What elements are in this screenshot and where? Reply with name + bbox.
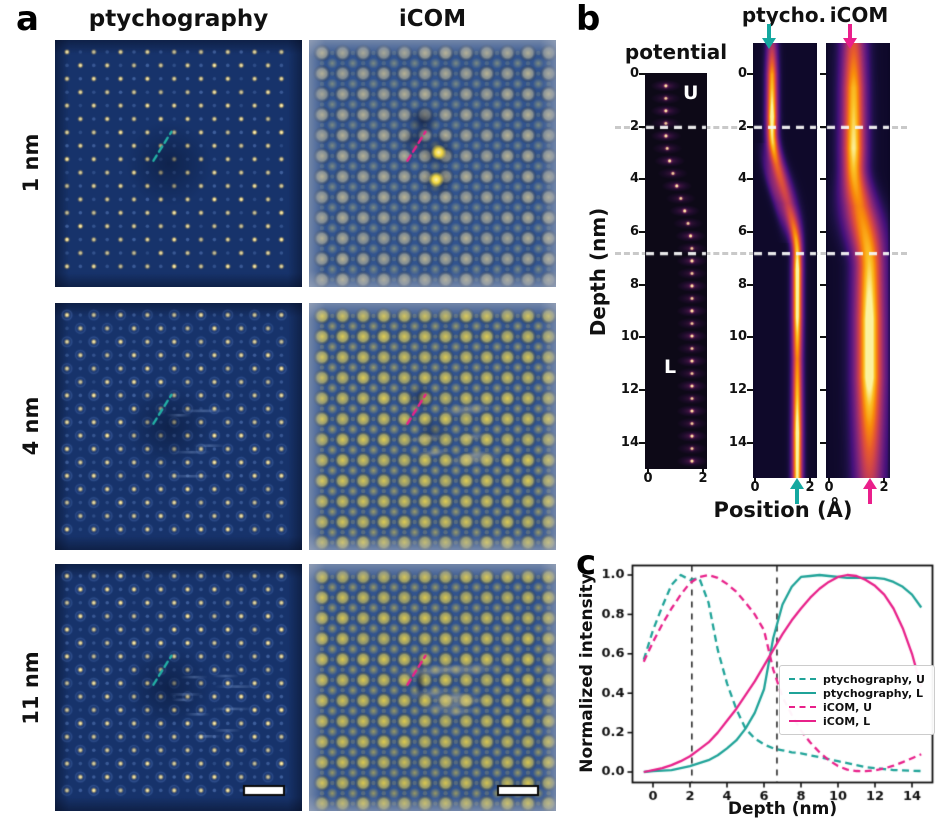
depth-tick-mark [820, 388, 826, 391]
column-header-icom: iCOM [398, 6, 467, 32]
depth-tick-mark [820, 73, 826, 75]
position-tick-mark [809, 478, 811, 483]
depth-tick-mark [747, 283, 753, 286]
row-label-1nm: 1 nm [19, 133, 43, 193]
icom-top-arrow-icon [842, 24, 857, 50]
depth-tick-label: 0 [737, 66, 747, 81]
depth-tick-mark [639, 388, 645, 391]
ptycho-1nm-image [55, 40, 302, 287]
depth-tick-mark [747, 336, 753, 339]
legend-line-sample [789, 720, 816, 722]
ptycho-bottom-arrow-icon [790, 478, 805, 504]
intensity-chart: Normalized intensity Depth (nm) ptychogr… [575, 545, 938, 829]
column-header-ptychography: ptychography [88, 6, 269, 32]
potential-depth-map [645, 73, 707, 469]
position-tick-label: 0 [750, 480, 760, 495]
depth-tick-label: 12 [620, 381, 639, 397]
row-label-4nm: 4 nm [19, 396, 43, 456]
legend-label: iCOM, U [823, 700, 873, 714]
depth-tick-mark [639, 178, 645, 181]
legend-line-sample [789, 706, 816, 708]
depth-tick-mark [639, 336, 645, 339]
depth-axis-label: Depth (nm) [586, 207, 610, 337]
depth-tick-mark [820, 336, 826, 339]
depth-tick-label: 4 [629, 171, 639, 187]
position-tick-label: 2 [805, 480, 815, 495]
position-tick-mark [647, 469, 649, 474]
depth-tick-label: 2 [629, 118, 639, 134]
ptycho-map-title: ptycho. [741, 3, 827, 27]
position-tick-mark [702, 469, 704, 474]
position-axis-label: Position (Å) [713, 498, 853, 522]
depth-tick-mark [747, 388, 753, 391]
legend-entry: ptychography, L [789, 686, 925, 700]
depth-tick-mark [820, 230, 826, 233]
depth-tick-label: 12 [728, 381, 747, 397]
depth-tick-mark [747, 125, 753, 128]
depth-tick-label: 10 [620, 329, 639, 345]
ptycho-depth-map [753, 43, 817, 478]
depth-tick-mark [639, 230, 645, 233]
position-tick-mark [883, 478, 885, 483]
depth-tick-mark [820, 125, 826, 128]
depth-tick-mark [820, 283, 826, 286]
panel-a-label: a [16, 0, 39, 39]
icom-bottom-arrow-icon [863, 478, 878, 504]
depth-tick-label: 10 [728, 329, 747, 345]
legend-line-sample [789, 678, 816, 680]
position-tick-mark [754, 478, 756, 483]
depth-tick-mark [747, 178, 753, 181]
position-tick-label: 2 [879, 480, 889, 495]
upper-region-label: U [683, 82, 699, 104]
legend-entry: iCOM, U [789, 700, 925, 714]
potential-map-title: potential [624, 40, 728, 64]
icom-1nm-image [309, 40, 556, 287]
position-tick-label: 2 [698, 471, 708, 486]
depth-tick-mark [639, 441, 645, 444]
depth-tick-mark [747, 73, 753, 75]
depth-tick-label: 14 [728, 434, 747, 450]
depth-tick-label: 14 [620, 434, 639, 450]
depth-tick-mark [747, 441, 753, 444]
icom-depth-map [826, 43, 890, 478]
legend-line-sample [789, 692, 816, 694]
depth-tick-mark [639, 125, 645, 128]
panel-b-label: b [576, 0, 601, 39]
depth-tick-label: 2 [737, 118, 747, 134]
position-tick-label: 0 [643, 471, 653, 486]
depth-tick-label: 4 [737, 171, 747, 187]
lower-region-label: L [664, 356, 677, 378]
icom-11nm-image [309, 564, 556, 811]
legend-entry: iCOM, L [789, 714, 925, 728]
depth-tick-mark [820, 178, 826, 181]
legend-entry: ptychography, U [789, 672, 925, 686]
icom-4nm-image [309, 303, 556, 550]
ptycho-top-arrow-icon [761, 24, 776, 50]
row-label-11nm: 11 nm [19, 651, 43, 725]
legend-label: iCOM, L [823, 714, 871, 728]
ptycho-4nm-image [55, 303, 302, 550]
depth-tick-label: 8 [629, 276, 639, 292]
depth-tick-label: 8 [737, 276, 747, 292]
depth-tick-label: 6 [737, 223, 747, 239]
depth-tick-mark [747, 230, 753, 233]
depth-tick-mark [820, 441, 826, 444]
depth-tick-label: 0 [629, 66, 639, 81]
depth-tick-mark [639, 73, 645, 75]
depth-tick-mark [639, 283, 645, 286]
depth-tick-label: 6 [629, 223, 639, 239]
legend-label: ptychography, L [823, 686, 923, 700]
position-tick-label: 0 [824, 480, 834, 495]
ptycho-11nm-image [55, 564, 302, 811]
icom-map-title: iCOM [829, 3, 889, 27]
legend-label: ptychography, U [823, 672, 925, 686]
position-tick-mark [828, 478, 830, 483]
